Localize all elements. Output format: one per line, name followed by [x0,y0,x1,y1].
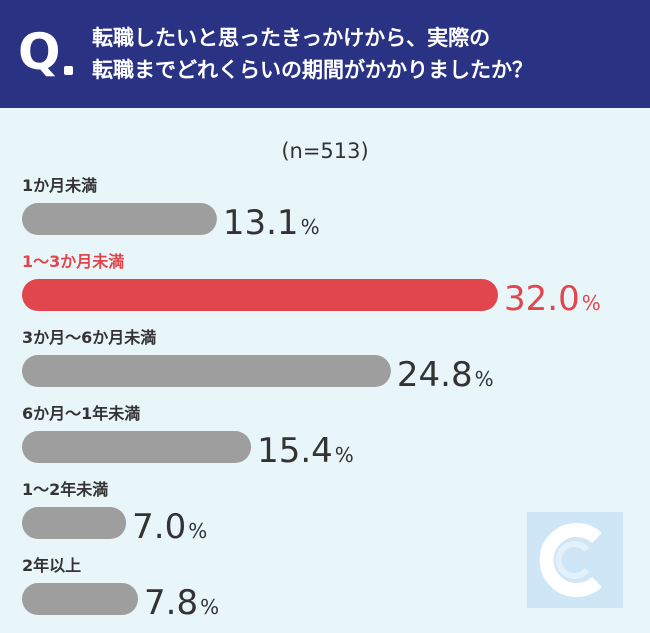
value-label: 7.0% [132,507,207,547]
bar [22,279,498,311]
value-label: 32.0% [504,279,601,319]
sample-size-label: (n=513) [281,139,369,163]
category-label: 2年以上 [22,556,81,575]
category-label: 3か月〜6か月未満 [22,328,156,347]
category-label: 1〜3か月未満 [22,252,124,271]
bar [22,431,252,463]
value-label: 7.8% [144,583,219,623]
bar [22,583,139,615]
question-line-2: 転職までどれくらいの期間がかかりましたか？ [92,58,533,82]
bar [22,355,391,387]
bar [22,507,127,539]
value-label: 15.4% [257,431,354,471]
question-mark-dot [64,66,73,75]
category-label: 1か月未満 [22,176,97,195]
value-label: 13.1% [223,203,320,243]
question-mark: Q [18,23,61,81]
question-header: Q 転職したいと思ったきっかけから、実際の 転職までどれくらいの期間がかかりまし… [0,0,650,108]
c-logo-icon [527,512,623,608]
question-line-1: 転職したいと思ったきっかけから、実際の [92,26,491,50]
category-label: 1〜2年未満 [22,480,108,499]
bar [22,203,217,235]
category-label: 6か月〜1年未満 [22,404,140,423]
question-text: 転職したいと思ったきっかけから、実際の 転職までどれくらいの期間がかかりましたか… [92,22,640,86]
value-label: 24.8% [397,355,494,395]
